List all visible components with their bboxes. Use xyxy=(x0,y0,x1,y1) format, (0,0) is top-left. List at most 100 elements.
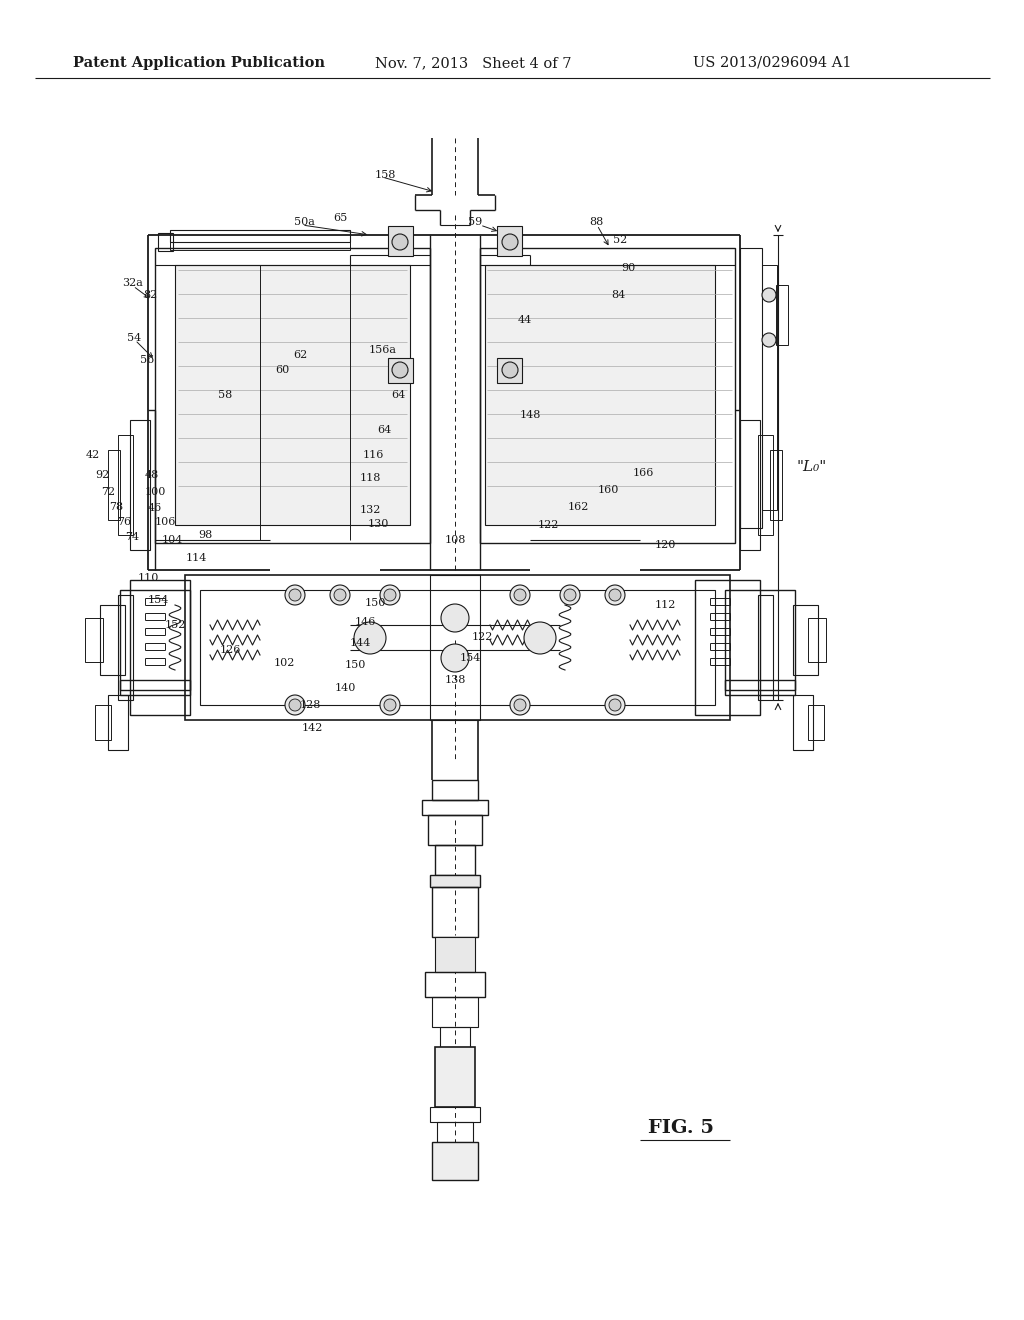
Text: 126: 126 xyxy=(219,645,241,655)
Text: 106: 106 xyxy=(155,517,176,527)
Bar xyxy=(770,450,782,520)
Circle shape xyxy=(502,362,518,378)
Bar xyxy=(758,436,773,535)
Circle shape xyxy=(762,333,776,347)
Circle shape xyxy=(392,362,408,378)
Text: 88: 88 xyxy=(589,216,603,227)
Bar xyxy=(725,680,795,696)
Bar xyxy=(793,605,818,675)
Circle shape xyxy=(609,589,621,601)
Bar xyxy=(170,230,350,242)
Bar xyxy=(435,1047,475,1107)
Text: 52: 52 xyxy=(613,235,627,246)
Text: 112: 112 xyxy=(654,601,676,610)
Bar xyxy=(425,972,485,997)
Bar xyxy=(758,595,773,700)
Text: US 2013/0296094 A1: US 2013/0296094 A1 xyxy=(693,55,852,70)
Bar xyxy=(388,358,413,383)
Text: Nov. 7, 2013   Sheet 4 of 7: Nov. 7, 2013 Sheet 4 of 7 xyxy=(375,55,571,70)
Bar xyxy=(430,1107,480,1122)
Bar xyxy=(808,705,824,741)
Text: 65: 65 xyxy=(333,213,347,223)
Text: 84: 84 xyxy=(611,290,625,300)
Bar xyxy=(155,248,430,543)
Bar xyxy=(95,705,111,741)
Bar xyxy=(120,590,190,690)
Bar xyxy=(118,436,133,535)
Text: 154: 154 xyxy=(147,595,169,605)
Text: 120: 120 xyxy=(654,540,676,550)
Text: 44: 44 xyxy=(518,315,532,325)
Bar xyxy=(130,420,150,550)
Bar xyxy=(85,618,103,663)
Bar xyxy=(175,265,410,525)
Circle shape xyxy=(502,234,518,249)
Text: 76: 76 xyxy=(117,517,131,527)
Text: 138: 138 xyxy=(444,675,466,685)
Text: 160: 160 xyxy=(597,484,618,495)
Circle shape xyxy=(524,622,556,653)
Text: 122: 122 xyxy=(471,632,493,642)
Text: 108: 108 xyxy=(444,535,466,545)
Circle shape xyxy=(609,700,621,711)
Circle shape xyxy=(510,585,530,605)
Text: 102: 102 xyxy=(273,657,295,668)
Bar xyxy=(200,590,715,705)
Bar xyxy=(725,590,795,690)
Text: 32a: 32a xyxy=(123,279,143,288)
Text: 116: 116 xyxy=(362,450,384,459)
Bar xyxy=(108,696,128,750)
Bar xyxy=(695,579,760,715)
Text: 90: 90 xyxy=(621,263,635,273)
Bar xyxy=(388,226,413,256)
Bar xyxy=(432,887,478,937)
Text: FIG. 5: FIG. 5 xyxy=(648,1119,714,1137)
Text: 50a: 50a xyxy=(294,216,314,227)
Bar xyxy=(185,576,730,719)
Circle shape xyxy=(560,585,580,605)
Text: 156a: 156a xyxy=(369,345,397,355)
Bar xyxy=(170,242,350,249)
Bar xyxy=(422,800,488,814)
Text: 128: 128 xyxy=(299,700,321,710)
Bar xyxy=(485,265,715,525)
Circle shape xyxy=(514,700,526,711)
Bar xyxy=(432,997,478,1027)
Text: 74: 74 xyxy=(125,532,139,543)
Circle shape xyxy=(605,585,625,605)
Bar xyxy=(432,780,478,800)
Circle shape xyxy=(605,696,625,715)
Text: 150: 150 xyxy=(365,598,386,609)
Bar xyxy=(793,696,813,750)
Bar xyxy=(437,1122,473,1142)
Bar xyxy=(740,420,760,550)
Text: Patent Application Publication: Patent Application Publication xyxy=(73,55,325,70)
Text: 140: 140 xyxy=(334,682,355,693)
Bar xyxy=(808,618,826,663)
Text: 62: 62 xyxy=(293,350,307,360)
Bar xyxy=(430,875,480,887)
Circle shape xyxy=(289,589,301,601)
Text: 58: 58 xyxy=(218,389,232,400)
Text: 118: 118 xyxy=(359,473,381,483)
Text: 142: 142 xyxy=(301,723,323,733)
Text: 154: 154 xyxy=(460,653,480,663)
Bar xyxy=(497,226,522,256)
Text: 82: 82 xyxy=(143,290,157,300)
Text: 42: 42 xyxy=(86,450,100,459)
Bar xyxy=(497,358,522,383)
Text: 122: 122 xyxy=(538,520,559,531)
Text: 64: 64 xyxy=(377,425,391,436)
Bar xyxy=(118,595,133,700)
Circle shape xyxy=(564,589,575,601)
Bar xyxy=(762,265,777,510)
Bar xyxy=(480,248,735,543)
Circle shape xyxy=(384,589,396,601)
Circle shape xyxy=(334,589,346,601)
Text: 166: 166 xyxy=(632,469,653,478)
Text: 72: 72 xyxy=(101,487,115,498)
Bar xyxy=(740,248,762,528)
Text: 152: 152 xyxy=(164,620,185,630)
Text: 92: 92 xyxy=(95,470,110,480)
Text: 59: 59 xyxy=(468,216,482,227)
